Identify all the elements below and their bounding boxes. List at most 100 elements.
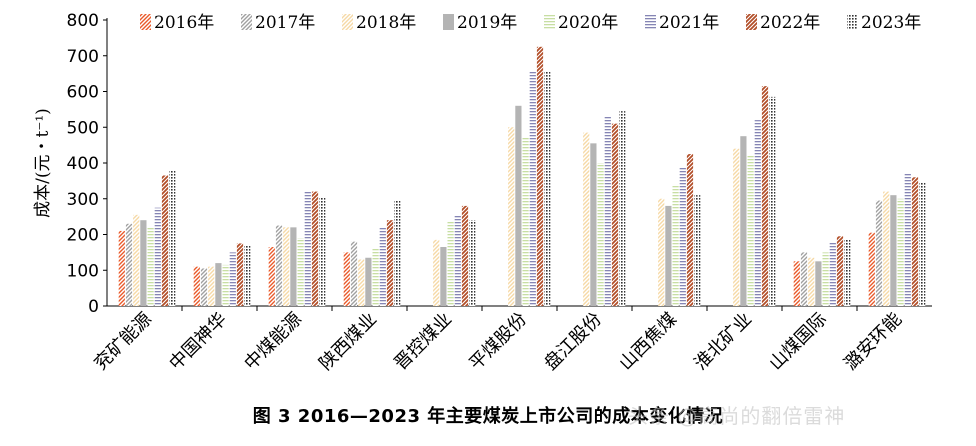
bar xyxy=(544,71,551,307)
watermark: 头条 @高尚的翻倍雷神 xyxy=(628,404,846,428)
legend-label: 2022年 xyxy=(760,13,820,33)
bar xyxy=(440,247,447,306)
bar xyxy=(508,127,515,306)
bar xyxy=(379,227,386,306)
bar xyxy=(919,182,926,306)
bar xyxy=(372,248,379,306)
legend-swatch xyxy=(544,14,555,30)
bar xyxy=(222,264,229,306)
bar xyxy=(815,261,822,306)
x-tick-label: 盘江股份 xyxy=(540,309,606,375)
bar xyxy=(154,207,161,306)
bar xyxy=(793,261,800,306)
bar xyxy=(829,241,836,306)
y-tick-label: 500 xyxy=(67,118,99,138)
legend-swatch xyxy=(443,14,454,30)
bar xyxy=(358,259,365,306)
x-tick-label: 潞安环能 xyxy=(840,309,906,375)
bar xyxy=(394,200,401,306)
bar xyxy=(529,71,536,307)
y-tick-label: 700 xyxy=(67,47,99,67)
bar xyxy=(311,191,319,306)
bar xyxy=(597,163,604,306)
y-tick-label: 200 xyxy=(67,226,99,246)
y-tick-label: 100 xyxy=(67,261,99,281)
bar xyxy=(679,166,686,306)
bar xyxy=(800,252,808,306)
bar xyxy=(761,86,769,306)
bar xyxy=(454,214,461,306)
bar xyxy=(161,175,169,306)
bar xyxy=(290,227,297,306)
bar xyxy=(433,239,440,306)
bar xyxy=(665,205,672,306)
bar xyxy=(229,252,236,306)
bar xyxy=(522,137,529,306)
legend-label: 2016年 xyxy=(154,13,214,33)
bar xyxy=(461,205,469,306)
bar xyxy=(319,196,326,306)
chart-bars xyxy=(118,46,926,307)
bar xyxy=(619,111,626,306)
x-tick-label: 兖矿能源 xyxy=(90,309,156,375)
y-tick-label: 300 xyxy=(67,190,99,210)
y-tick-label: 400 xyxy=(67,154,99,174)
x-tick-label: 中煤能源 xyxy=(240,309,306,375)
bar xyxy=(733,148,740,306)
legend-label: 2021年 xyxy=(659,13,719,33)
legend-label: 2023年 xyxy=(861,13,921,33)
bar xyxy=(611,123,619,306)
bar xyxy=(215,263,222,306)
bar xyxy=(275,225,283,306)
chart-legend: 2016年 2017年 2018年 2019年 2020年 2021年 2022年 2023年 xyxy=(140,13,921,33)
legend-swatch xyxy=(847,14,858,30)
bar xyxy=(140,220,147,306)
legend-swatch xyxy=(342,14,353,30)
bar xyxy=(747,155,754,306)
bar xyxy=(769,96,776,306)
legend-swatch xyxy=(241,14,252,30)
bar xyxy=(836,236,844,306)
bar xyxy=(350,241,358,306)
legend-label: 2020年 xyxy=(558,13,618,33)
x-tick-label: 山煤国际 xyxy=(765,309,831,375)
bar xyxy=(297,238,304,306)
legend-label: 2019年 xyxy=(457,13,517,33)
bar xyxy=(343,252,350,306)
x-tick-label: 淮北矿业 xyxy=(690,309,756,375)
legend-swatch xyxy=(140,14,151,30)
legend-label: 2017年 xyxy=(255,13,315,33)
bar xyxy=(868,232,875,306)
bar xyxy=(244,245,251,306)
y-tick-label: 600 xyxy=(67,83,99,103)
bar xyxy=(236,243,244,306)
bar xyxy=(754,120,761,306)
bar xyxy=(365,257,372,306)
bar-chart: 2016年 2017年 2018年 2019年 2020年 2021年 2022年 2023年… xyxy=(33,11,932,375)
y-tick-label: 0 xyxy=(88,297,99,317)
bar xyxy=(583,132,590,306)
legend-label: 2018年 xyxy=(356,13,416,33)
bar xyxy=(169,170,176,306)
bar xyxy=(386,220,394,306)
bar xyxy=(133,214,140,306)
bar xyxy=(268,247,275,306)
bar xyxy=(208,266,215,306)
x-tick-label: 山西焦煤 xyxy=(615,309,681,375)
figure-caption: 图 3 2016—2023 年主要煤炭上市公司的成本变化情况 xyxy=(252,406,724,427)
y-axis-label: 成本/(元・t⁻¹) xyxy=(33,108,53,218)
bar xyxy=(904,173,911,306)
bar xyxy=(911,177,919,306)
bar xyxy=(125,223,133,306)
bar xyxy=(304,191,311,306)
bar xyxy=(740,136,747,306)
bar xyxy=(283,227,290,306)
legend-swatch xyxy=(645,14,656,30)
bar xyxy=(808,257,815,306)
bar xyxy=(822,252,829,306)
legend-swatch xyxy=(746,14,757,30)
bar xyxy=(686,154,694,306)
x-tick-label: 中国神华 xyxy=(165,309,231,375)
bar xyxy=(200,268,208,306)
bar xyxy=(844,239,851,306)
